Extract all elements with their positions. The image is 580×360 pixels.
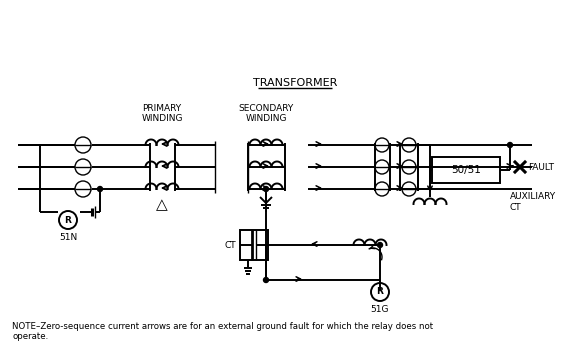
Text: 51G: 51G <box>371 305 389 314</box>
Circle shape <box>97 186 103 192</box>
Text: △: △ <box>156 198 168 212</box>
Bar <box>432 157 500 183</box>
Circle shape <box>263 186 269 192</box>
Circle shape <box>378 243 382 248</box>
Circle shape <box>508 143 513 148</box>
Text: TRANSFORMER: TRANSFORMER <box>253 78 337 88</box>
Text: NOTE–Zero-sequence current arrows are for an external ground fault for which the: NOTE–Zero-sequence current arrows are fo… <box>12 322 433 341</box>
Text: R: R <box>64 216 71 225</box>
Text: CT: CT <box>224 240 236 249</box>
Bar <box>240 230 268 260</box>
Text: 51N: 51N <box>59 233 77 242</box>
Text: FAULT: FAULT <box>528 162 554 171</box>
Text: AUXILIARY
CT: AUXILIARY CT <box>510 192 556 212</box>
Text: 50/51: 50/51 <box>451 165 481 175</box>
Circle shape <box>263 278 269 283</box>
Text: PRIMARY
WINDING: PRIMARY WINDING <box>142 104 183 123</box>
Text: R: R <box>376 288 383 297</box>
Text: SECONDARY
WINDING: SECONDARY WINDING <box>238 104 293 123</box>
